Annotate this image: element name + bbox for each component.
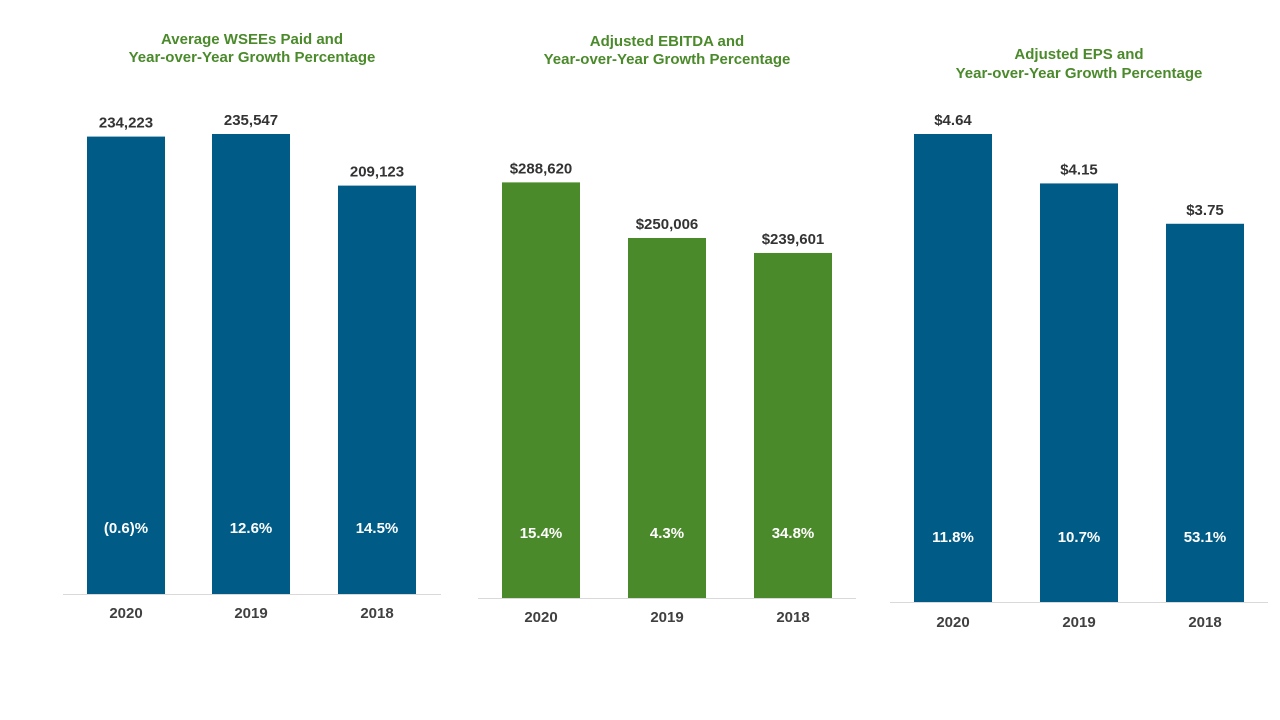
growth-label: 34.8% bbox=[772, 525, 815, 542]
bar-2019 bbox=[212, 134, 290, 594]
tick-label: 2019 bbox=[234, 605, 267, 622]
growth-label: 53.1% bbox=[1184, 529, 1227, 546]
tick-label: 2020 bbox=[109, 605, 142, 622]
data-label: $4.15 bbox=[1060, 161, 1098, 178]
bar-2020 bbox=[502, 182, 580, 598]
tick-label: 2018 bbox=[360, 605, 393, 622]
bar-2018 bbox=[338, 185, 416, 594]
data-label: $4.64 bbox=[934, 112, 972, 129]
tick-label: 2018 bbox=[1188, 614, 1221, 631]
chart-title-line: Average WSEEs Paid and bbox=[161, 31, 343, 48]
growth-label: 12.6% bbox=[230, 520, 273, 537]
data-label: $239,601 bbox=[762, 231, 825, 248]
bar-2018 bbox=[1166, 223, 1244, 602]
data-label: 209,123 bbox=[350, 164, 404, 181]
growth-label: (0.6)% bbox=[104, 520, 148, 537]
chart-title-line: Year-over-Year Growth Percentage bbox=[129, 49, 376, 66]
growth-label: 15.4% bbox=[520, 525, 563, 542]
bar-2019 bbox=[1040, 183, 1118, 602]
data-label: 235,547 bbox=[224, 112, 278, 129]
bar-2020 bbox=[914, 134, 992, 602]
tick-label: 2019 bbox=[1062, 614, 1095, 631]
chart-title-line: Year-over-Year Growth Percentage bbox=[544, 51, 791, 68]
growth-label: 10.7% bbox=[1058, 529, 1101, 546]
data-label: $3.75 bbox=[1186, 202, 1224, 219]
data-label: $250,006 bbox=[636, 216, 699, 233]
tick-label: 2018 bbox=[776, 609, 809, 626]
data-label: $288,620 bbox=[510, 160, 573, 177]
bar-2020 bbox=[87, 136, 165, 595]
chart-3: Adjusted EPS and Year-over-Year Growth Pe… bbox=[890, 46, 1268, 631]
tick-label: 2020 bbox=[524, 609, 557, 626]
tick-label: 2019 bbox=[650, 609, 683, 626]
growth-label: 4.3% bbox=[650, 525, 684, 542]
tick-label: 2020 bbox=[936, 614, 969, 631]
data-label: 234,223 bbox=[99, 115, 153, 132]
chart-title-line: Year-over-Year Growth Percentage bbox=[956, 65, 1203, 82]
chart-title-line: Adjusted EBITDA and bbox=[590, 33, 744, 50]
chart-title-line: Adjusted EPS and bbox=[1014, 46, 1143, 63]
bar-2019 bbox=[628, 237, 706, 598]
growth-label: 11.8% bbox=[932, 529, 974, 546]
growth-label: 14.5% bbox=[356, 520, 399, 537]
bar-2018 bbox=[754, 252, 832, 599]
